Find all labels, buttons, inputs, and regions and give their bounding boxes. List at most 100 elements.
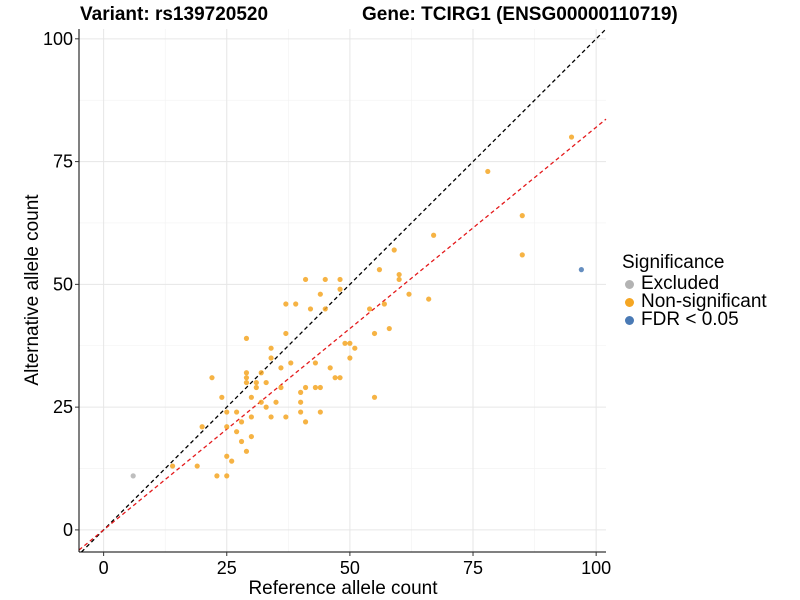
data-point [169,463,176,469]
data-point [268,414,274,420]
data-point [263,379,269,386]
data-point [307,306,314,312]
reference-line [81,28,607,553]
data-point [258,399,264,405]
data-point [263,404,269,410]
data-point [322,276,328,283]
data-point [224,473,230,479]
data-point [293,301,299,307]
legend-label: FDR < 0.05 [641,309,739,330]
data-point [229,458,235,464]
data-points [130,134,584,479]
data-point [337,286,343,292]
data-point [224,424,230,430]
data-point [209,375,215,381]
data-point [302,419,309,425]
data-point [243,370,250,376]
data-point [568,134,575,140]
data-point [332,375,338,381]
y-tick-label: 100 [43,29,73,49]
data-point [376,267,383,273]
data-point [519,213,525,219]
data-point [214,473,220,479]
x-axis-title: Reference allele count [248,578,438,599]
data-point [386,325,392,332]
data-point [342,340,348,346]
data-point [396,271,402,278]
reference-line [78,118,607,551]
data-point [288,360,294,366]
data-point [317,291,323,297]
data-point [578,267,584,273]
grid-lines [79,29,606,552]
data-point [302,276,309,283]
x-tick-label: 0 [99,558,109,578]
y-tick-label: 75 [53,152,73,172]
data-point [519,252,525,258]
data-point [283,414,289,420]
data-point [391,247,397,253]
legend-title: Significance [622,252,725,273]
axes: 0 25 50 75 100 0 25 50 75 100 [43,29,611,578]
legend-dot [625,297,634,307]
legend: Significance Excluded Non-significant FDR … [622,252,767,329]
data-point [312,384,319,391]
data-point [406,291,412,297]
data-point [347,340,353,346]
legend-label: Non-significant [641,291,767,312]
data-point [278,384,284,391]
data-point [243,375,250,381]
variant-title: Variant: rs139720520 [80,4,269,25]
data-point [322,306,328,312]
x-tick-label: 75 [463,558,483,578]
data-point [298,389,304,395]
data-point [243,335,250,341]
data-point [431,232,437,238]
y-axis-title: Alternative allele count [22,194,43,386]
x-tick-label: 50 [340,558,360,578]
data-point [243,379,250,386]
data-point [238,438,245,445]
data-point [234,409,240,415]
y-tick-label: 50 [53,274,73,294]
data-point [327,365,333,371]
data-point [317,409,323,415]
data-point [273,399,279,405]
legend-item: Non-significant [622,291,767,312]
data-point [366,306,373,312]
legend-item: Excluded [622,273,767,294]
data-point [381,301,387,307]
data-point [347,355,353,361]
data-point [248,414,254,420]
data-point [258,370,264,376]
data-point [298,409,304,415]
data-point [268,345,274,351]
data-point [234,429,240,435]
data-point [238,419,245,425]
x-tick-label: 100 [581,558,611,578]
data-point [268,355,274,361]
data-point [199,424,205,430]
data-point [253,384,259,391]
reference-lines [78,28,607,553]
data-point [248,394,254,400]
legend-item: FDR < 0.05 [622,309,767,330]
legend-label: Excluded [641,273,720,294]
data-point [371,394,378,400]
data-point [224,409,230,415]
x-tick-label: 25 [217,558,237,578]
data-point [130,473,136,479]
data-point [283,301,289,307]
data-point [243,448,250,454]
data-point [248,433,254,440]
data-point [396,276,402,283]
data-point [371,330,378,337]
data-point [278,365,284,371]
data-point [219,394,225,400]
data-point [317,384,323,391]
gene-title: Gene: TCIRG1 (ENSG00000110719) [362,4,678,25]
data-point [283,330,289,337]
data-point [302,384,309,391]
data-point [337,375,343,381]
y-tick-label: 25 [53,397,73,417]
